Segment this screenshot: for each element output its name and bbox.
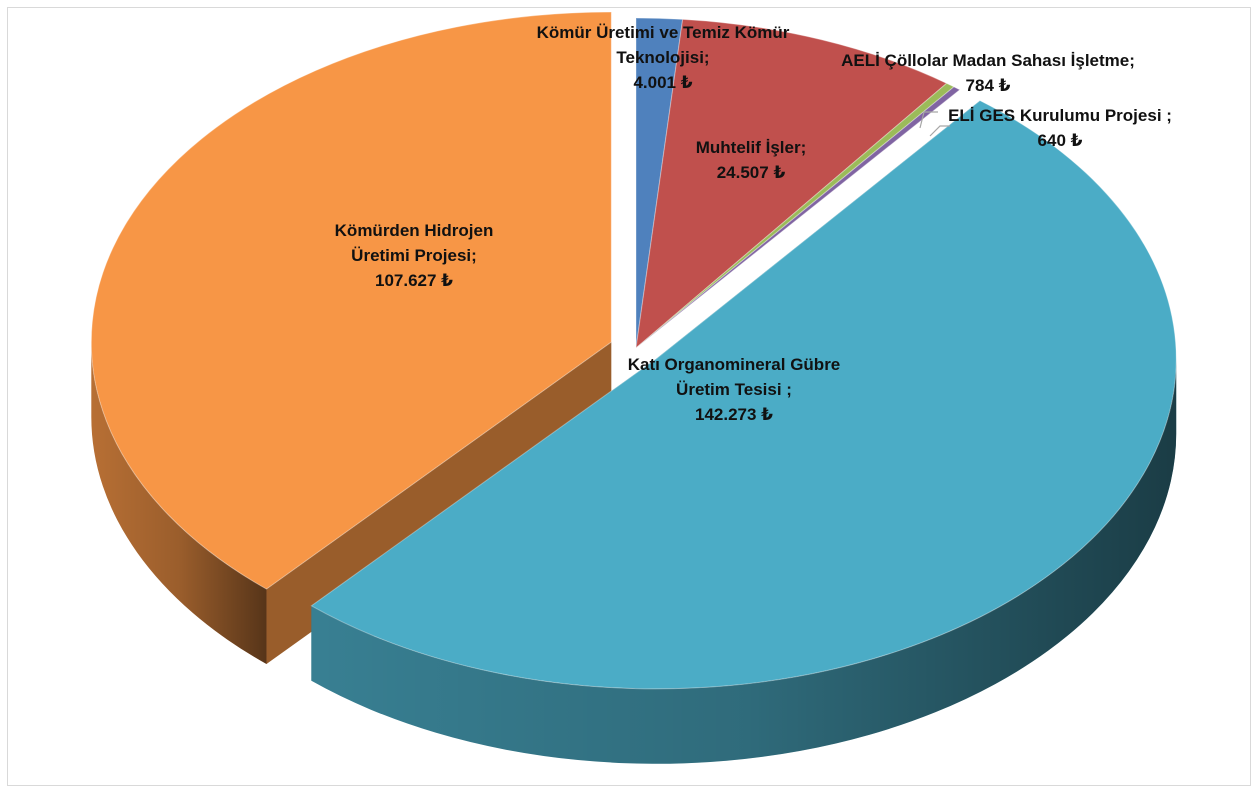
data-label-category: Kömürden Hidrojen xyxy=(335,221,494,240)
data-label-eli-ges-kurulumu-projesi: ELİ GES Kurulumu Projesi ; 640 ₺ xyxy=(948,106,1172,150)
data-label-category: Üretimi Projesi; xyxy=(351,246,477,265)
pie-slice-aeli-c-o-llolar-madan-sahas-i-s-letme xyxy=(635,82,955,349)
data-label-value: 784 ₺ xyxy=(966,76,1011,95)
data-label-value: 24.507 ₺ xyxy=(717,163,786,182)
data-label-category: AELİ Çöllolar Madan Sahası İşletme; xyxy=(841,51,1135,70)
data-label-value: 4.001 ₺ xyxy=(633,73,692,92)
data-label-category: Teknolojisi; xyxy=(616,48,709,67)
pie-chart: Kömür Üretimi ve Temiz Kömür Teknolojisi;… xyxy=(90,11,1177,764)
pie-slice-muhtelif-i-s-ler xyxy=(635,18,948,350)
data-label-value: 142.273 ₺ xyxy=(695,405,773,424)
data-label-aeli-c-o-llolar-madan-sahas-i-s-letme: AELİ Çöllolar Madan Sahası İşletme; 784 ₺ xyxy=(841,51,1135,95)
pie-slice-side-shade xyxy=(311,358,1177,764)
data-label-muhtelif-i-s-ler: Muhtelif İşler; 24.507 ₺ xyxy=(696,138,807,182)
data-label-value: 640 ₺ xyxy=(1038,131,1083,150)
data-label-category: Katı Organomineral Gübre xyxy=(628,355,841,374)
pie-slice-side-shade xyxy=(91,342,267,665)
leader-line-aeli-c-o-llolar-madan-sahas-i-s-letme xyxy=(919,111,938,129)
data-label-ko-mu-rden-hidrojen-u-retimi-projesi: Kömürden Hidrojen Üretimi Projesi; 107.627… xyxy=(335,221,494,290)
data-label-category: Muhtelif İşler; xyxy=(696,138,807,157)
chart-area: Kömür Üretimi ve Temiz Kömür Teknolojisi;… xyxy=(7,7,1251,786)
data-label-ko-mu-r-u-retimi-ve-temiz-ko-mu-r-teknolojisi: Kömür Üretimi ve Temiz Kömür Teknolojisi;… xyxy=(537,23,790,92)
data-label-category: Kömür Üretimi ve Temiz Kömür xyxy=(537,23,790,42)
data-label-kat-organomineral-gu-bre-u-retim-tesisi: Katı Organomineral Gübre Üretim Tesisi ; 1… xyxy=(628,355,841,424)
pie-slice-ko-mu-r-u-retimi-ve-temiz-ko-mu-r-teknolojisi xyxy=(635,17,684,349)
pie-slice-kat-organomineral-gu-bre-u-retim-tesisi xyxy=(310,99,1177,690)
data-label-category: Üretim Tesisi ; xyxy=(676,380,792,399)
data-label-value: 107.627 ₺ xyxy=(375,271,453,290)
leader-line-eli-ges-kurulumu-projesi xyxy=(929,125,950,137)
data-label-category: ELİ GES Kurulumu Projesi ; xyxy=(948,106,1172,125)
pie-slice-ko-mu-rden-hidrojen-u-retimi-projesi xyxy=(90,11,612,590)
pie-slice-eli-ges-kurulumu-projesi xyxy=(635,86,961,349)
